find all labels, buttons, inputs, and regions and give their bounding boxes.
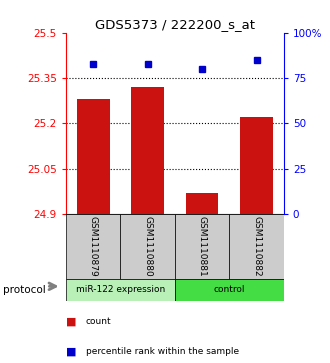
Text: ■: ■ [66,346,77,356]
Text: protocol: protocol [3,285,46,295]
Text: ■: ■ [66,316,77,326]
Bar [77,99,110,214]
Text: GSM1110882: GSM1110882 [252,216,261,277]
Text: percentile rank within the sample: percentile rank within the sample [86,347,239,356]
Bar [175,214,229,279]
Bar [240,117,273,214]
Text: count: count [86,317,112,326]
Text: GSM1110879: GSM1110879 [89,216,98,277]
Text: GSM1110880: GSM1110880 [143,216,152,277]
Bar [186,193,218,214]
Text: GSM1110881: GSM1110881 [198,216,207,277]
Bar [66,279,175,301]
Text: control: control [214,285,245,294]
Bar [66,214,120,279]
Bar [175,279,284,301]
Bar [229,214,284,279]
Text: miR-122 expression: miR-122 expression [76,285,165,294]
Bar [131,87,164,214]
Bar [120,214,175,279]
Title: GDS5373 / 222200_s_at: GDS5373 / 222200_s_at [95,19,255,32]
